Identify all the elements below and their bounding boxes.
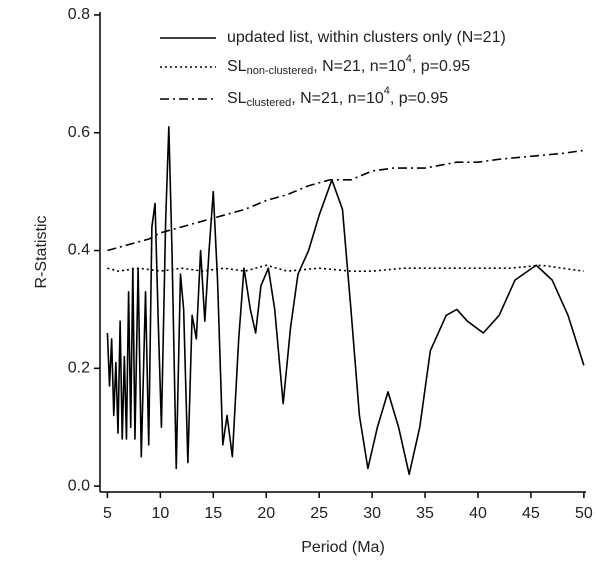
series-line — [106, 126, 585, 476]
y-tick-label: 0.2 — [68, 360, 90, 377]
legend-text: clustered — [247, 97, 292, 109]
x-tick-label: 25 — [310, 505, 328, 522]
x-tick-label: 30 — [363, 505, 381, 522]
legend-text: , N=21, n=10 — [313, 58, 406, 75]
legend-text: SL — [227, 58, 247, 75]
legend-text: updated list, within clusters only (N=21… — [227, 29, 506, 46]
x-axis-label: Period (Ma) — [301, 539, 385, 556]
y-tick-label: 0.8 — [68, 6, 90, 23]
series-line — [107, 264, 584, 272]
y-tick-label: 0.4 — [68, 242, 90, 259]
x-tick-label: 10 — [151, 505, 169, 522]
x-tick-label: 40 — [469, 505, 487, 522]
x-tick-label: 20 — [257, 505, 275, 522]
legend-text: , p=0.95 — [412, 58, 470, 75]
x-tick-label: 15 — [204, 505, 222, 522]
legend-text: non-clustered — [247, 65, 314, 77]
legend-text: 4 — [384, 85, 390, 97]
y-tick-label: 0.6 — [68, 124, 90, 141]
legend-text: , p=0.95 — [390, 90, 448, 107]
series-line — [107, 149, 584, 252]
x-tick-label: 35 — [416, 505, 434, 522]
y-tick-label: 0.0 — [68, 477, 90, 494]
legend-text: SL — [227, 90, 247, 107]
y-axis-label: R-Statistic — [33, 216, 50, 289]
x-tick-label: 45 — [522, 505, 540, 522]
x-tick-label: 5 — [103, 505, 112, 522]
legend-text: 4 — [406, 53, 412, 65]
legend-text: , N=21, n=10 — [291, 90, 384, 107]
x-tick-label: 50 — [575, 505, 593, 522]
legend-label: SLclustered, N=21, n=104, p=0.95 — [227, 85, 448, 109]
legend-label: updated list, within clusters only (N=21… — [227, 29, 506, 46]
legend-label: SLnon-clustered, N=21, n=104, p=0.95 — [227, 53, 470, 77]
